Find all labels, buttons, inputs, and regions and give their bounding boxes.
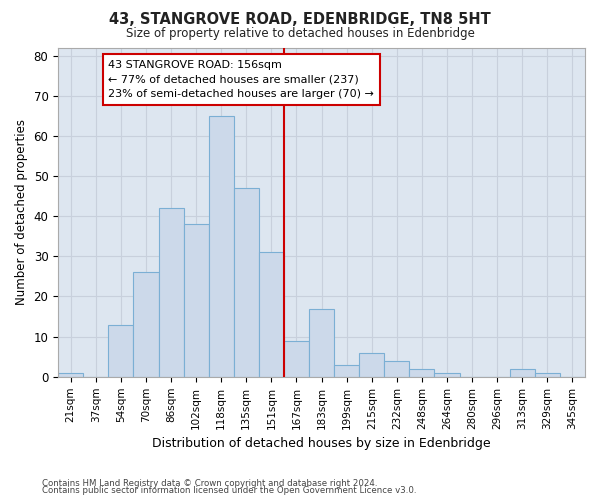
Bar — [434, 373, 460, 377]
Bar — [234, 188, 259, 377]
Text: Contains HM Land Registry data © Crown copyright and database right 2024.: Contains HM Land Registry data © Crown c… — [42, 478, 377, 488]
Bar — [158, 208, 184, 377]
Text: 43, STANGROVE ROAD, EDENBRIDGE, TN8 5HT: 43, STANGROVE ROAD, EDENBRIDGE, TN8 5HT — [109, 12, 491, 28]
Bar — [58, 373, 83, 377]
Bar — [209, 116, 234, 377]
Y-axis label: Number of detached properties: Number of detached properties — [15, 119, 28, 305]
Bar — [359, 352, 384, 377]
Bar — [510, 369, 535, 377]
X-axis label: Distribution of detached houses by size in Edenbridge: Distribution of detached houses by size … — [152, 437, 491, 450]
Bar — [109, 324, 133, 377]
Bar — [284, 340, 309, 377]
Bar — [334, 365, 359, 377]
Text: 43 STANGROVE ROAD: 156sqm
← 77% of detached houses are smaller (237)
23% of semi: 43 STANGROVE ROAD: 156sqm ← 77% of detac… — [109, 60, 374, 99]
Bar — [259, 252, 284, 377]
Bar — [409, 369, 434, 377]
Bar — [384, 361, 409, 377]
Bar — [184, 224, 209, 377]
Bar — [535, 373, 560, 377]
Text: Contains public sector information licensed under the Open Government Licence v3: Contains public sector information licen… — [42, 486, 416, 495]
Bar — [309, 308, 334, 377]
Bar — [133, 272, 158, 377]
Text: Size of property relative to detached houses in Edenbridge: Size of property relative to detached ho… — [125, 28, 475, 40]
